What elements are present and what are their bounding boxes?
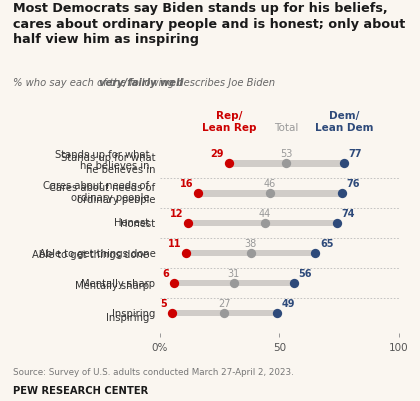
Point [338, 190, 345, 197]
Text: % who say each of the following describes Joe Biden: % who say each of the following describe… [13, 78, 278, 88]
Text: 65: 65 [320, 238, 333, 248]
Text: 76: 76 [346, 178, 360, 188]
Text: 31: 31 [228, 268, 240, 278]
Text: Honest: Honest [114, 218, 149, 228]
Point [183, 250, 189, 257]
Text: 11: 11 [168, 238, 181, 248]
Point [226, 160, 232, 167]
Point [194, 190, 201, 197]
Point [247, 250, 254, 257]
Bar [198, 190, 341, 197]
Text: Rep/
Lean Rep: Rep/ Lean Rep [202, 110, 256, 133]
Text: Most Democrats say Biden stands up for his beliefs,
cares about ordinary people : Most Democrats say Biden stands up for h… [13, 2, 405, 46]
Text: 38: 38 [244, 238, 257, 248]
Text: Cares about needs of
ordinary people: Cares about needs of ordinary people [49, 183, 155, 205]
Text: Dem/
Lean Dem: Dem/ Lean Dem [315, 110, 373, 133]
Bar [229, 160, 344, 167]
Text: 6: 6 [163, 268, 169, 278]
Text: 44: 44 [259, 208, 271, 218]
Text: 5: 5 [160, 298, 167, 308]
Text: 29: 29 [211, 148, 224, 158]
Point [168, 310, 175, 317]
Text: PEW RESEARCH CENTER: PEW RESEARCH CENTER [13, 385, 148, 395]
Text: Able to get things done: Able to get things done [39, 249, 155, 259]
Text: Inspiring: Inspiring [106, 312, 149, 322]
Text: Stands up for what
he believes in: Stands up for what he believes in [55, 149, 149, 171]
Text: 74: 74 [341, 208, 355, 218]
Text: Mentally sharp: Mentally sharp [81, 278, 155, 288]
Point [231, 280, 237, 287]
Text: 53: 53 [280, 148, 293, 158]
Point [262, 221, 268, 227]
Point [290, 280, 297, 287]
Point [283, 160, 290, 167]
Point [171, 280, 177, 287]
Bar [172, 310, 277, 317]
Text: very/fairly well: very/fairly well [99, 78, 183, 88]
Bar [186, 250, 315, 257]
Text: 56: 56 [299, 268, 312, 278]
Text: Inspiring: Inspiring [112, 308, 155, 318]
Text: Stands up for what
he believes in: Stands up for what he believes in [61, 153, 155, 174]
Text: Mentally sharp: Mentally sharp [75, 281, 149, 291]
Point [266, 190, 273, 197]
Text: 16: 16 [180, 178, 193, 188]
Bar [188, 220, 337, 227]
Point [273, 310, 280, 317]
Text: 46: 46 [264, 178, 276, 188]
Text: 27: 27 [218, 298, 231, 308]
Bar [174, 280, 294, 287]
Text: Cares about needs of
ordinary people: Cares about needs of ordinary people [43, 181, 149, 202]
Text: 12: 12 [170, 208, 184, 218]
Point [333, 221, 340, 227]
Point [341, 160, 347, 167]
Point [185, 221, 192, 227]
Text: Honest: Honest [120, 219, 155, 229]
Text: Able to get things done: Able to get things done [32, 249, 149, 259]
Point [221, 310, 228, 317]
Point [312, 250, 319, 257]
Text: 49: 49 [282, 298, 295, 308]
Text: Total: Total [274, 122, 299, 132]
Text: 77: 77 [349, 148, 362, 158]
Text: Source: Survey of U.S. adults conducted March 27-April 2, 2023.: Source: Survey of U.S. adults conducted … [13, 367, 293, 376]
